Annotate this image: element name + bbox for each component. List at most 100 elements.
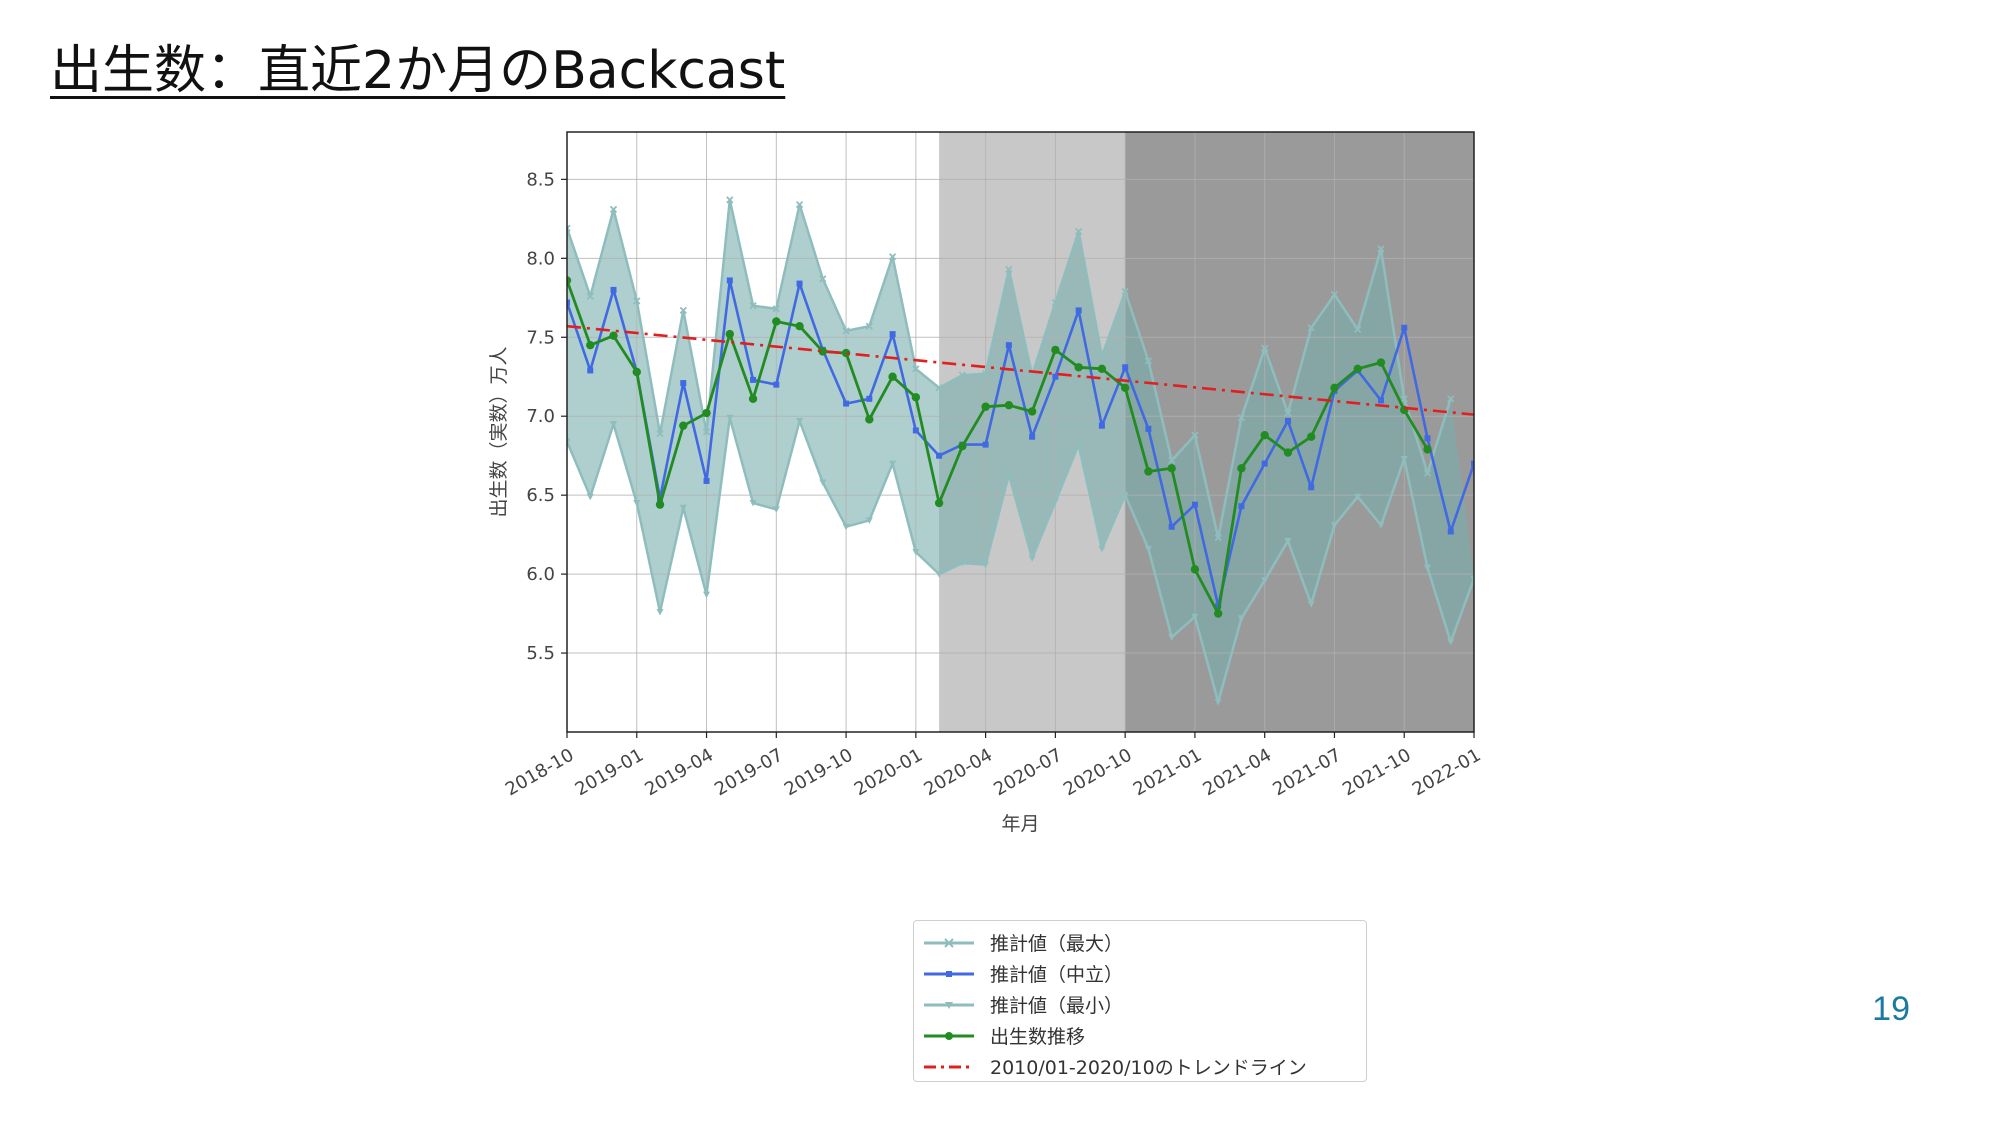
point-estimate-min: [935, 571, 943, 578]
x-axis-label: 年月: [1001, 813, 1039, 835]
point-births: [1027, 407, 1037, 416]
point-estimate-mid: [1029, 433, 1036, 440]
point-births: [1190, 565, 1200, 574]
point-births: [1051, 345, 1060, 355]
point-births: [841, 348, 851, 358]
point-births: [1330, 383, 1339, 392]
point-births: [567, 276, 572, 285]
point-estimate-min: [819, 479, 827, 487]
y-tick-label: 7.5: [526, 327, 555, 348]
point-estimate-min: [610, 421, 618, 428]
point-estimate-mid: [1308, 484, 1315, 491]
point-estimate-min: [726, 414, 734, 422]
series-estimate-min: [567, 414, 1474, 706]
y-tick-label: 6.5: [526, 485, 555, 506]
legend-swatch-estimate-max: [924, 937, 974, 948]
point-estimate-min: [1354, 493, 1362, 501]
point-estimate-min: [1005, 471, 1013, 479]
point-estimate-mid: [680, 380, 687, 387]
point-estimate-max: [586, 292, 594, 300]
point-estimate-mid: [1122, 364, 1129, 371]
point-estimate-min: [1261, 577, 1269, 584]
point-estimate-min: [889, 460, 897, 468]
point-estimate-mid: [1191, 501, 1198, 508]
point-estimate-min: [1377, 522, 1385, 529]
legend-item-estimate-max: 推計値（最大）: [914, 927, 1366, 958]
point-estimate-max: [819, 275, 827, 283]
point-estimate-min: [749, 500, 757, 507]
point-estimate-mid: [1005, 342, 1012, 349]
plot-area: [567, 132, 1474, 732]
point-estimate-mid: [1377, 397, 1384, 404]
x-tick-label: 2018-10: [502, 745, 578, 801]
point-estimate-min: [1144, 545, 1152, 553]
point-births: [1120, 383, 1130, 392]
point-estimate-max: [888, 253, 897, 261]
point-estimate-min: [1168, 634, 1176, 641]
point-estimate-max: [1237, 414, 1246, 422]
point-estimate-max: [1447, 395, 1455, 403]
point-estimate-max: [1354, 325, 1362, 334]
point-estimate-min: [1191, 613, 1199, 621]
legend-label-births: 出生数推移: [990, 1026, 1086, 1048]
y-tick-label: 5.5: [526, 643, 555, 664]
legend-item-births: 出生数推移: [914, 1020, 1366, 1051]
point-estimate-max: [842, 327, 850, 335]
point-births: [1213, 609, 1223, 618]
x-tick-label: 2019-07: [711, 745, 787, 801]
point-estimate-min: [1237, 615, 1245, 622]
point-estimate-max: [1423, 469, 1432, 477]
series-line-trendline: [567, 324, 1474, 416]
legend-swatch-estimate-mid: [924, 970, 974, 977]
point-estimate-mid: [796, 280, 803, 287]
point-estimate-max: [1377, 245, 1385, 253]
point-estimate-min: [567, 438, 571, 445]
point-estimate-min: [1028, 555, 1036, 562]
legend-label-estimate-max: 推計値（最大）: [990, 933, 1124, 955]
plot-frame: [566, 131, 1475, 733]
point-estimate-mid: [773, 381, 780, 388]
x-tick-label: 2021-07: [1269, 745, 1345, 801]
x-tick-label: 2020-04: [920, 745, 996, 801]
point-estimate-mid: [1284, 417, 1291, 424]
point-estimate-mid: [982, 441, 989, 448]
point-births: [702, 408, 711, 418]
y-tick-label: 8.5: [526, 169, 555, 190]
point-births: [1353, 364, 1362, 374]
point-estimate-max: [1214, 534, 1222, 542]
point-estimate-max: [1121, 287, 1129, 296]
legend-item-estimate-min: 推計値（最小）: [914, 989, 1366, 1020]
point-estimate-mid: [1238, 503, 1245, 510]
point-estimate-min: [1423, 564, 1431, 572]
point-estimate-mid: [1098, 422, 1105, 429]
point-estimate-min: [982, 561, 990, 569]
point-estimate-min: [633, 500, 641, 507]
point-estimate-max: [1168, 456, 1176, 465]
point-births: [1237, 464, 1246, 473]
point-estimate-mid: [1261, 460, 1268, 467]
point-estimate-mid: [1075, 307, 1082, 314]
legend-label-trendline: 2010/01-2020/10のトレンドライン: [990, 1057, 1307, 1079]
point-estimate-min: [1214, 699, 1222, 706]
point-estimate-mid: [610, 286, 617, 293]
point-estimate-min: [656, 609, 664, 616]
point-estimate-max: [981, 369, 990, 378]
page-number: 19: [1872, 990, 1910, 1028]
point-estimate-min: [1447, 639, 1455, 646]
point-births: [748, 394, 758, 404]
point-estimate-max: [679, 306, 687, 315]
point-estimate-max: [1051, 298, 1060, 307]
point-births: [888, 372, 897, 381]
point-estimate-max: [1330, 290, 1339, 299]
point-estimate-max: [702, 428, 711, 436]
x-tick-label: 2021-10: [1339, 745, 1415, 801]
point-estimate-mid: [1145, 425, 1152, 432]
x-tick-label: 2021-04: [1200, 745, 1276, 801]
point-estimate-max: [958, 371, 966, 379]
point-estimate-mid: [726, 277, 733, 284]
point-births: [632, 367, 641, 377]
point-estimate-max: [1098, 352, 1106, 360]
point-estimate-max: [795, 200, 804, 209]
series-line-estimate-min: [567, 416, 1474, 704]
point-births: [1167, 464, 1176, 473]
